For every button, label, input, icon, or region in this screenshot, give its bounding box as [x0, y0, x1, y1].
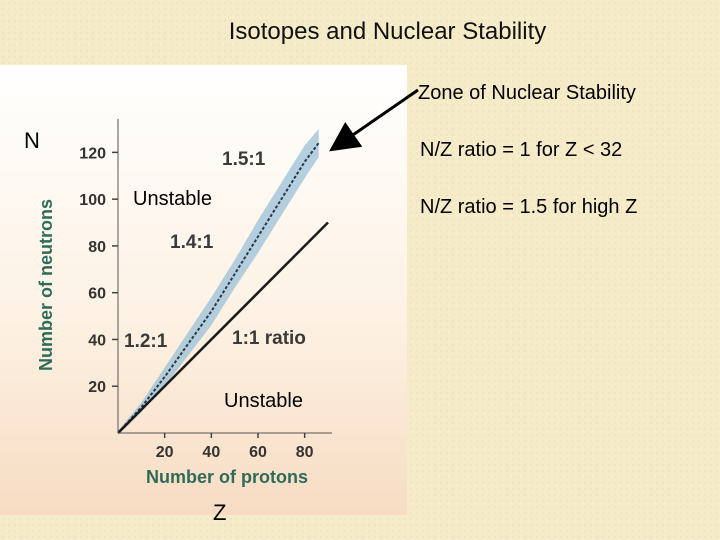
y-tick-label: 80 [88, 239, 106, 256]
annotation-ratio-1-1: 1:1 ratio [232, 328, 306, 349]
y-axis-title: Number of neutrons [36, 199, 56, 371]
y-tick-label: 40 [88, 332, 106, 349]
annotation-ratio-1-2: 1.2:1 [124, 331, 168, 352]
stability-curve [117, 142, 320, 434]
y-tick-label: 20 [88, 379, 106, 396]
ratio-high-note: N/Z ratio = 1.5 for high Z [420, 196, 638, 218]
zone-label: Zone of Nuclear Stability [418, 82, 636, 104]
unstable-bottom-label: Unstable [224, 390, 303, 412]
z-axis-label: Z [213, 500, 227, 525]
x-tick-label: 80 [296, 444, 314, 461]
one-to-one-line [117, 221, 329, 434]
y-tick-label: 100 [79, 192, 106, 209]
x-axis-title: Number of protons [146, 467, 308, 487]
unstable-top-label: Unstable [133, 188, 212, 210]
stability-band [118, 129, 319, 436]
stability-chart: 20 40 60 80 100 120 20 40 60 80 Number of protons N… [36, 119, 332, 487]
annotation-ratio-1-5: 1.5:1 [222, 149, 266, 170]
annotation-ratio-1-4: 1.4:1 [170, 232, 214, 253]
x-tick-label: 40 [202, 444, 220, 461]
y-tick-label: 120 [79, 145, 106, 162]
y-tick-label: 60 [88, 286, 106, 303]
slide-title: Isotopes and Nuclear Stability [228, 18, 547, 45]
x-tick-label: 60 [249, 444, 267, 461]
chart-panel: 20 40 60 80 100 120 20 40 60 80 Number of protons N… [0, 65, 407, 515]
n-axis-label: N [24, 128, 40, 153]
ratio-low-note: N/Z ratio = 1 for Z < 32 [420, 139, 623, 161]
x-tick-label: 20 [156, 444, 174, 461]
